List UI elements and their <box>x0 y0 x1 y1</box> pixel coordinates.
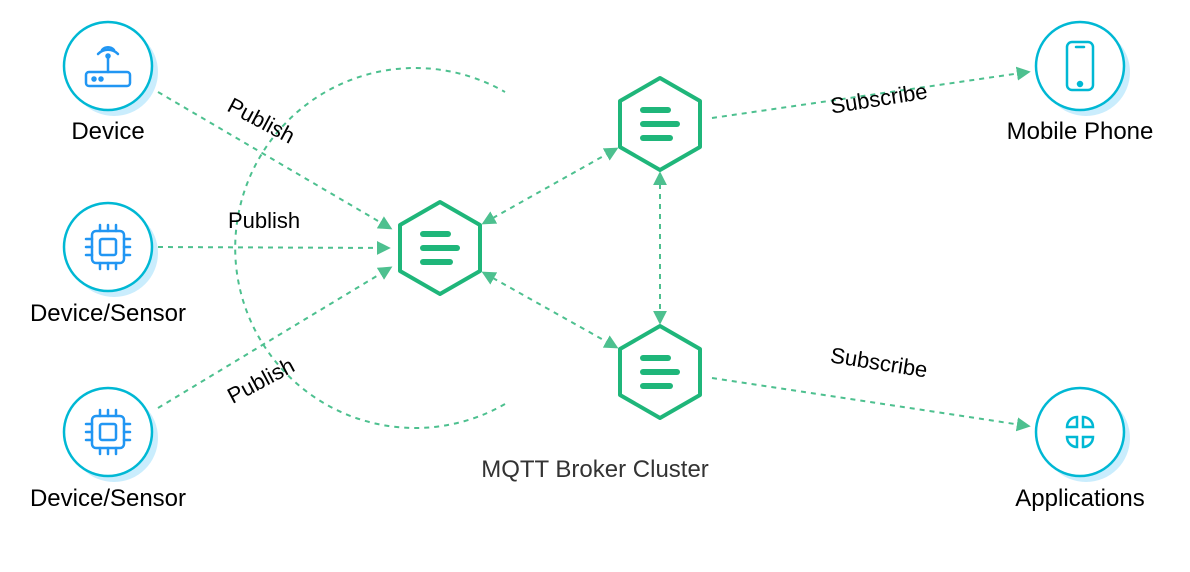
edge-label-sub2: Subscribe <box>829 343 930 384</box>
edge-broker1-broker2 <box>484 149 616 223</box>
label-device2: Device/Sensor <box>20 300 196 328</box>
chip-icon <box>86 225 130 269</box>
edge-broker1-broker3 <box>484 273 616 347</box>
node-broker2 <box>620 78 700 170</box>
phone-icon <box>1067 42 1093 90</box>
node-broker1 <box>400 202 480 294</box>
router-icon <box>86 47 130 86</box>
edge-label-sub1: Subscribe <box>829 79 930 120</box>
node-apps <box>1036 388 1130 482</box>
edge-device2-broker1 <box>158 247 388 248</box>
label-apps: Applications <box>1000 485 1160 513</box>
chip-icon <box>86 410 130 454</box>
edge-label-pub2: Publish <box>228 208 300 234</box>
apps-icon <box>1067 417 1093 447</box>
label-device3: Device/Sensor <box>20 485 196 513</box>
cluster-label: MQTT Broker Cluster <box>470 456 720 484</box>
node-device1 <box>64 22 158 116</box>
node-device3 <box>64 388 158 482</box>
edge-broker3-apps <box>712 378 1028 426</box>
label-mobile: Mobile Phone <box>1000 118 1160 146</box>
mqtt-diagram: Device Device/Sensor Device/Sensor Mobil… <box>0 0 1190 572</box>
edge-label-pub3: Publish <box>223 353 299 410</box>
node-device2 <box>64 203 158 297</box>
label-device1: Device <box>58 118 158 146</box>
edge-label-pub1: Publish <box>223 93 299 150</box>
node-broker3 <box>620 326 700 418</box>
node-mobile <box>1036 22 1130 116</box>
